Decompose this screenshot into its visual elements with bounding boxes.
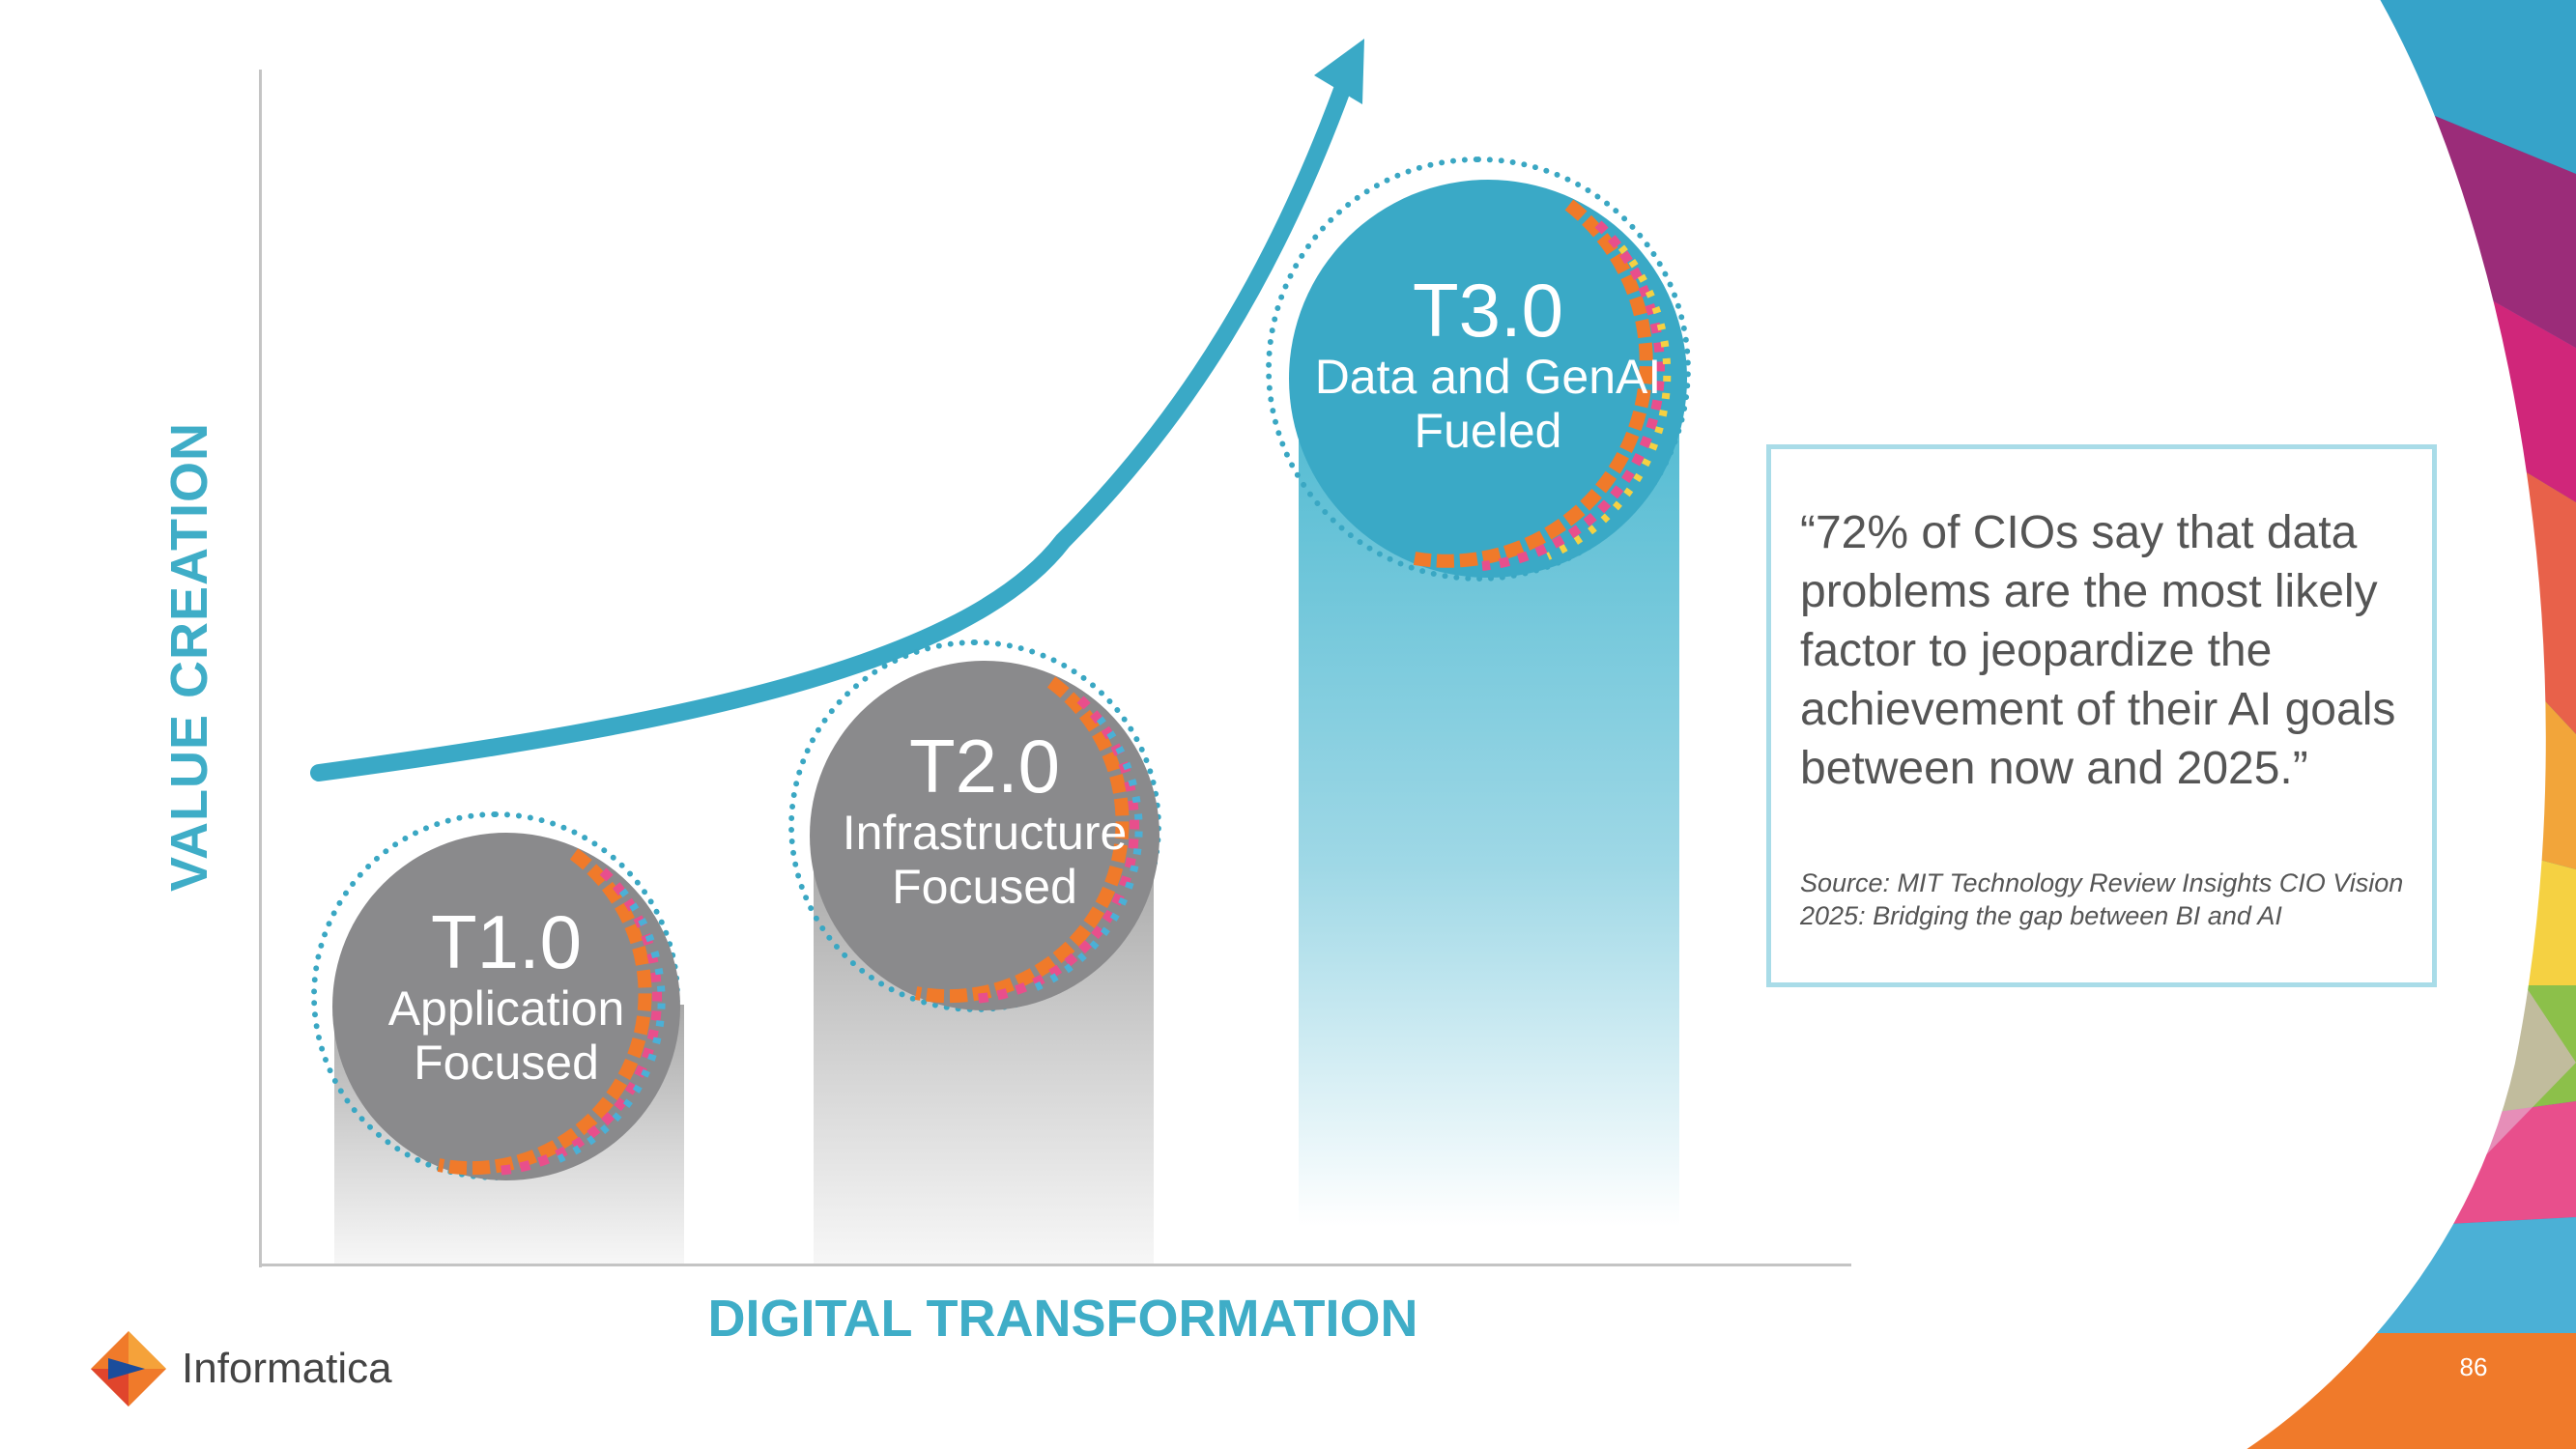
stage-1-code: T1.0 <box>430 899 583 984</box>
x-axis-label: DIGITAL TRANSFORMATION <box>707 1290 1418 1348</box>
stage-3-color-arc <box>1413 199 1672 571</box>
stage-3-line2: Fueled <box>1414 404 1562 458</box>
quote-source: Source: MIT Technology Review Insights C… <box>1800 868 2404 930</box>
y-axis <box>259 70 262 1267</box>
stage-3-dotted-ring <box>1266 156 1691 582</box>
stage-3-code: T3.0 <box>1412 268 1564 353</box>
x-axis <box>259 1264 1851 1266</box>
stage-2-code: T2.0 <box>908 724 1061 809</box>
stage-3-circle: T3.0 Data and GenAI Fueled <box>1289 180 1687 578</box>
logo-text: Informatica <box>182 1345 392 1392</box>
informatica-logo: Informatica <box>89 1329 437 1406</box>
stage-3-line1: Data and GenAI <box>1314 350 1662 404</box>
stage-1-color-arc <box>437 848 666 1176</box>
stage-2-line1: Infrastructure <box>842 806 1128 860</box>
quote-box: “72% of CIOs say that data problems are … <box>1766 444 2437 987</box>
stage-1-circle: T1.0 Application Focused <box>332 833 680 1180</box>
stage-1-line1: Application <box>387 981 625 1036</box>
page-number: 86 <box>2459 1352 2488 1381</box>
stage-1-line2: Focused <box>414 1036 599 1090</box>
informatica-logo-icon <box>91 1331 166 1406</box>
y-axis-label: VALUE CREATION <box>160 422 218 892</box>
quote-text: “72% of CIOs say that data problems are … <box>1800 507 2396 794</box>
stage-2-circle: T2.0 Infrastructure Focused <box>810 661 1159 1010</box>
stage-2-line2: Focused <box>892 860 1077 914</box>
stage-2-color-arc <box>914 676 1143 1004</box>
